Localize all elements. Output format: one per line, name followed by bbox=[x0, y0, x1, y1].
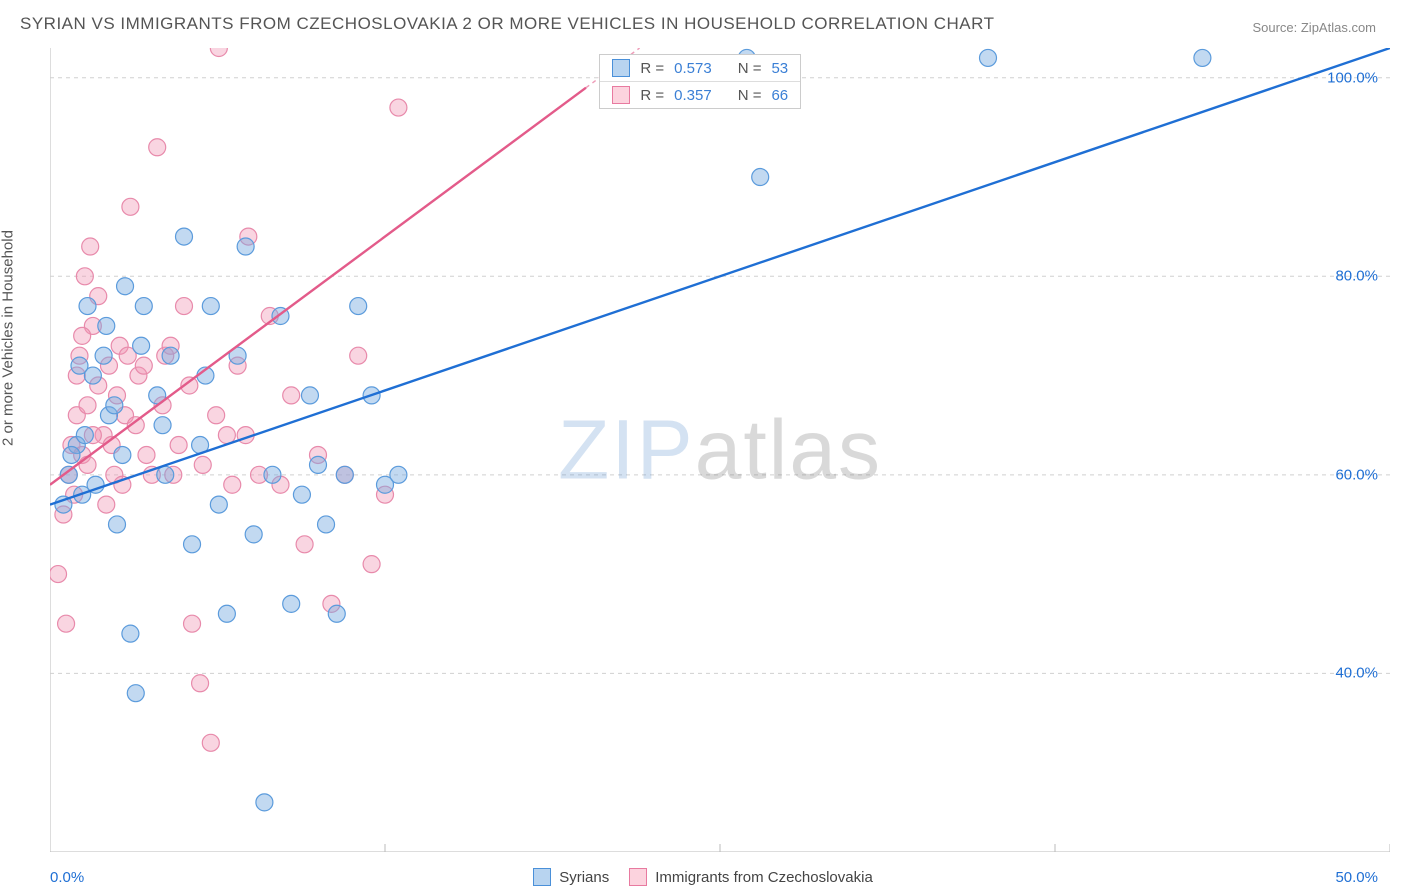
n-value: 66 bbox=[771, 87, 788, 104]
r-label: R = bbox=[640, 87, 664, 104]
swatch-icon bbox=[612, 86, 630, 104]
correlation-row-2: R = 0.357 N = 66 bbox=[600, 81, 800, 108]
n-label: N = bbox=[738, 87, 762, 104]
scatter-chart bbox=[50, 48, 1390, 852]
y-tick-label: 40.0% bbox=[1335, 665, 1378, 682]
y-tick-label: 60.0% bbox=[1335, 466, 1378, 483]
bottom-legend: Syrians Immigrants from Czechoslovakia bbox=[0, 868, 1406, 886]
legend-label: Syrians bbox=[559, 869, 609, 886]
legend-label: Immigrants from Czechoslovakia bbox=[655, 869, 873, 886]
n-label: N = bbox=[738, 60, 762, 77]
swatch-icon bbox=[533, 868, 551, 886]
correlation-legend: R = 0.573 N = 53 R = 0.357 N = 66 bbox=[599, 54, 801, 109]
source-label: Source: ZipAtlas.com bbox=[1252, 20, 1376, 35]
chart-title: SYRIAN VS IMMIGRANTS FROM CZECHOSLOVAKIA… bbox=[20, 14, 994, 34]
legend-item-syrians: Syrians bbox=[533, 868, 609, 886]
y-tick-label: 100.0% bbox=[1327, 69, 1378, 86]
y-tick-label: 80.0% bbox=[1335, 268, 1378, 285]
r-label: R = bbox=[640, 60, 664, 77]
legend-item-czech: Immigrants from Czechoslovakia bbox=[629, 868, 873, 886]
r-value: 0.573 bbox=[674, 60, 712, 77]
n-value: 53 bbox=[771, 60, 788, 77]
r-value: 0.357 bbox=[674, 87, 712, 104]
y-axis-label: 2 or more Vehicles in Household bbox=[0, 230, 17, 446]
chart-area: ZIPatlas R = 0.573 N = 53 R = 0.357 N = … bbox=[50, 48, 1390, 852]
correlation-row-1: R = 0.573 N = 53 bbox=[600, 55, 800, 81]
swatch-icon bbox=[612, 59, 630, 77]
swatch-icon bbox=[629, 868, 647, 886]
